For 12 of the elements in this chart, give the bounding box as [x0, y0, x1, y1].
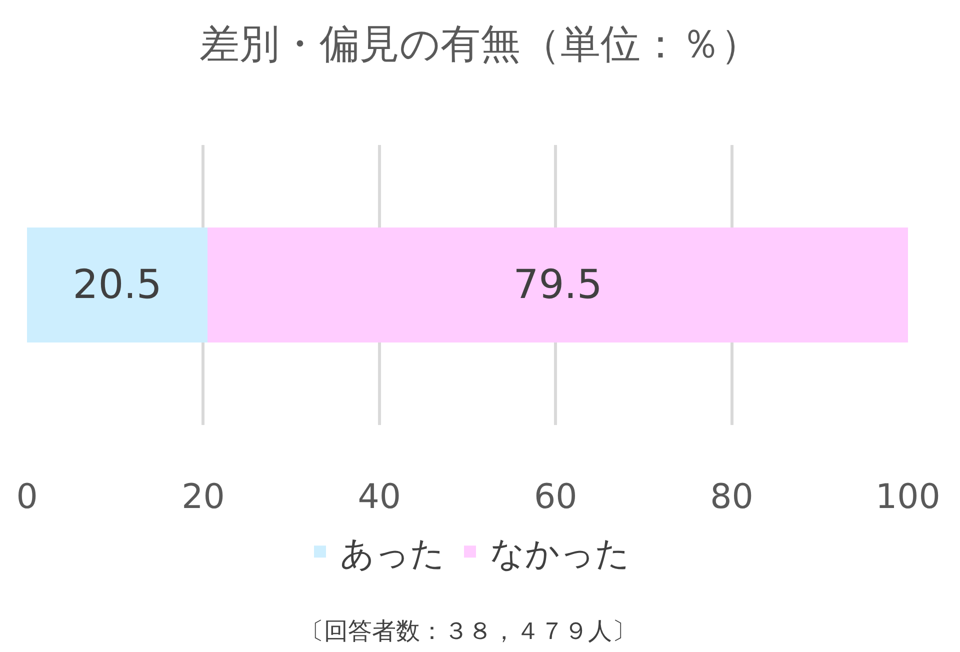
x-tick-label: 100	[876, 477, 940, 517]
chart-title: 差別・偏見の有無（単位：％）	[200, 21, 760, 68]
legend-label: なかった	[490, 534, 630, 574]
x-tick-label: 0	[16, 477, 38, 517]
x-tick-label: 40	[358, 477, 402, 517]
legend-label: あった	[340, 534, 445, 574]
x-tick-label: 20	[182, 477, 225, 517]
data-label: 20.5	[72, 262, 162, 308]
x-tick-label: 60	[534, 477, 578, 517]
data-label: 79.5	[513, 262, 602, 308]
text: 〔回答者数：３８，４７９人〕	[300, 617, 636, 645]
x-tick-label: 80	[710, 477, 754, 517]
